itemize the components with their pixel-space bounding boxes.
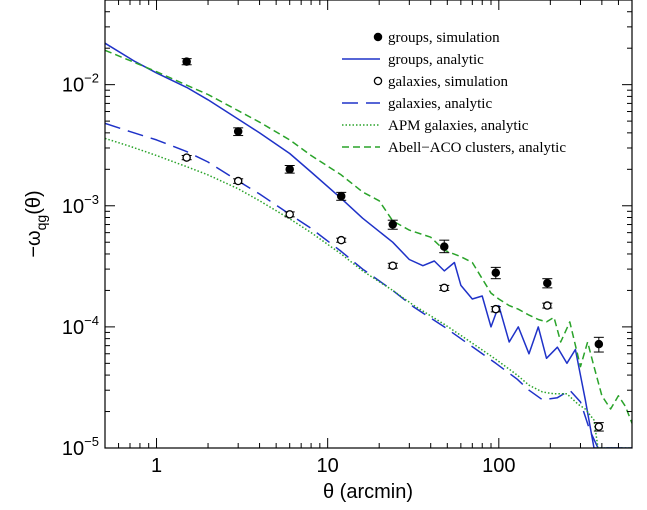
y-tick-label-exponent: −3 xyxy=(84,192,99,207)
legend-label: Abell−ACO clusters, analytic xyxy=(388,140,566,156)
y-tick-label-base: 10 xyxy=(62,75,84,97)
legend-label: galaxies, analytic xyxy=(388,96,492,112)
x-tick-label: 100 xyxy=(482,455,515,477)
data-point xyxy=(182,153,191,162)
data-point xyxy=(543,301,552,310)
data-point xyxy=(285,165,294,174)
points-layer xyxy=(181,57,604,432)
y-axis-title-suffix: (θ) xyxy=(23,190,45,214)
y-tick-label-exponent: −2 xyxy=(84,71,99,86)
legend-marker-swatch xyxy=(373,76,383,86)
series-line-1 xyxy=(105,42,632,448)
data-point xyxy=(388,261,397,270)
series-layer xyxy=(105,42,632,448)
data-point xyxy=(491,304,501,314)
y-tick-label-exponent: −4 xyxy=(84,313,99,328)
series-line-5 xyxy=(105,49,632,424)
data-point xyxy=(594,422,604,431)
plot-frame xyxy=(104,0,633,449)
y-tick-label: 10−4 xyxy=(62,313,99,339)
data-point xyxy=(440,242,449,251)
y-tick-label-base: 10 xyxy=(62,438,84,460)
x-axis-title: θ (arcmin) xyxy=(323,481,413,503)
x-tick-label: 1 xyxy=(151,455,162,477)
y-tick-label: 10−5 xyxy=(62,434,99,460)
y-axis-title: −ωqg(θ) xyxy=(23,190,49,257)
data-point xyxy=(594,339,604,349)
series-line-3 xyxy=(105,122,632,448)
y-axis-title-main: −ω xyxy=(23,230,45,257)
data-point xyxy=(233,176,243,186)
data-point xyxy=(491,268,501,277)
y-tick-label: 10−3 xyxy=(62,192,99,218)
data-point xyxy=(388,220,397,229)
y-tick-label-base: 10 xyxy=(62,196,84,218)
data-point xyxy=(336,191,346,201)
legend-label: groups, simulation xyxy=(388,30,500,46)
legend: groups, simulation groups, analytic galaxi… xyxy=(342,30,566,156)
data-point xyxy=(336,235,346,245)
y-axis-title-sub: qg xyxy=(33,215,49,231)
data-point xyxy=(440,283,449,293)
data-point xyxy=(233,127,243,136)
series-line-4 xyxy=(105,137,632,448)
legend-marker-swatch xyxy=(373,32,383,42)
y-tick-label: 10−2 xyxy=(62,71,99,97)
x-tick-label: 10 xyxy=(317,455,339,477)
legend-label: galaxies, simulation xyxy=(388,74,508,90)
y-tick-label-base: 10 xyxy=(62,317,84,339)
legend-label: APM galaxies, analytic xyxy=(388,118,529,134)
legend-label: groups, analytic xyxy=(388,52,484,68)
y-tick-label-exponent: −5 xyxy=(84,434,99,449)
data-point xyxy=(543,278,552,288)
data-point xyxy=(285,210,294,219)
data-point xyxy=(182,57,191,66)
